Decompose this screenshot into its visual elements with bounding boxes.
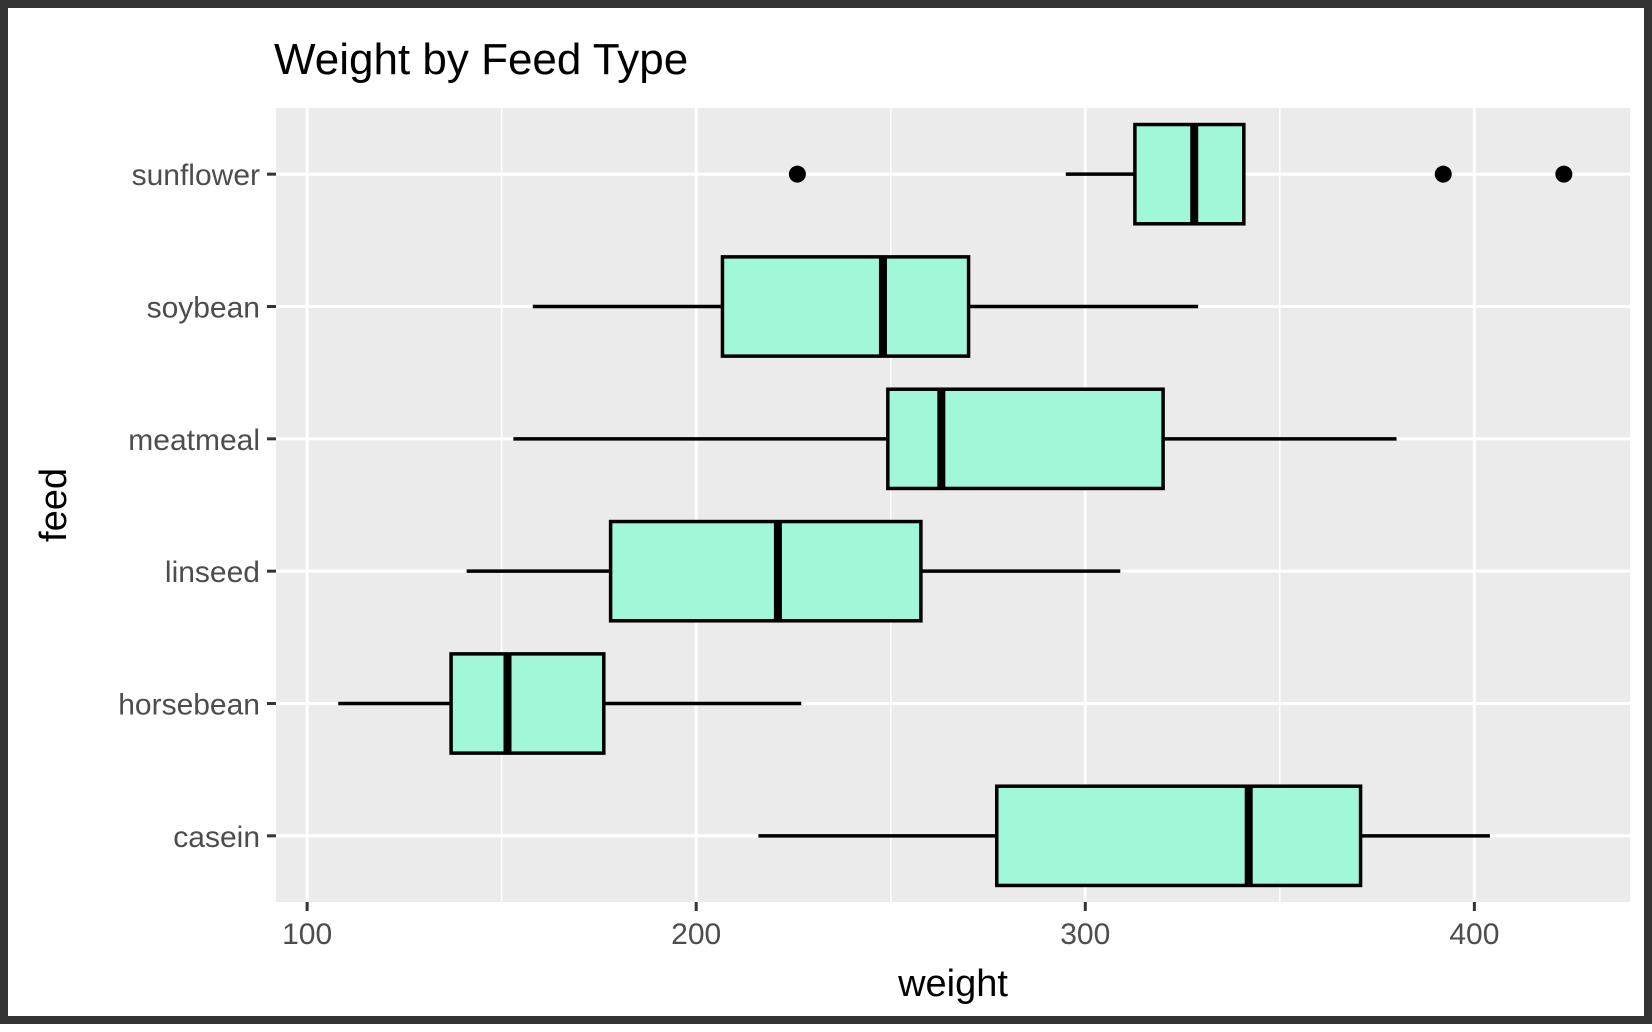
grid-lines (276, 108, 1630, 902)
outlier-point (1555, 165, 1573, 183)
box-iqr (995, 784, 1363, 888)
weight-by-feed-boxplot: casein horsebean linseed meatmeal soybean sun… (33, 35, 1630, 1005)
y-tick-label-casein: casein (173, 821, 260, 854)
outlier-point (1434, 165, 1452, 183)
x-axis: 100 200 300 400 (282, 902, 1499, 951)
plot-panel (276, 108, 1630, 902)
y-tick-label-linseed: linseed (165, 556, 260, 589)
x-tick-label: 400 (1449, 918, 1499, 951)
box-iqr (608, 519, 923, 623)
y-axis: casein horsebean linseed meatmeal soybean sun… (118, 159, 276, 854)
x-tick-label: 200 (671, 918, 721, 951)
box-horsebean (338, 652, 802, 755)
y-tick-label-meatmeal: meatmeal (128, 424, 260, 457)
box-linseed (466, 519, 1121, 623)
box-soybean (532, 255, 1199, 358)
outlier-point (788, 165, 806, 183)
box-iqr (1133, 122, 1246, 226)
y-tick-label-soybean: soybean (147, 292, 260, 325)
x-tick-label: 300 (1060, 918, 1110, 951)
x-axis-title: weight (897, 963, 1008, 1005)
y-tick-label-horsebean: horsebean (118, 689, 260, 722)
box-series (338, 122, 1573, 888)
box-casein (758, 784, 1490, 888)
box-iqr (886, 387, 1165, 491)
box-iqr (449, 652, 606, 755)
box-sunflower (788, 122, 1573, 226)
y-axis-title: feed (33, 468, 75, 542)
box-iqr (720, 255, 971, 358)
chart-title: Weight by Feed Type (274, 35, 688, 84)
x-tick-label: 100 (282, 918, 332, 951)
box-meatmeal (513, 387, 1397, 491)
y-tick-label-sunflower: sunflower (132, 159, 260, 192)
